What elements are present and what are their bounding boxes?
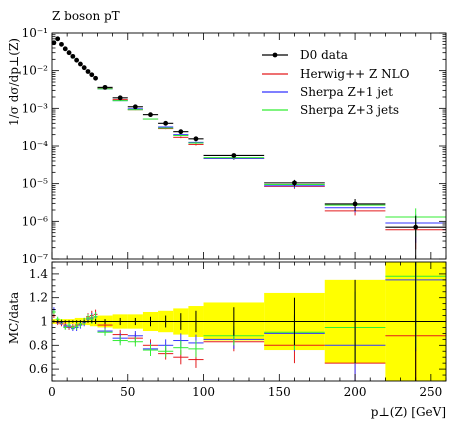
main-marker-d0 (102, 84, 108, 90)
ratio-plot-area (52, 262, 446, 381)
main-y-tick-label: 10⁻⁷ (22, 252, 49, 266)
main-marker-d0 (117, 95, 123, 101)
main-marker-d0 (163, 120, 169, 126)
main-y-tick-label: 10⁻³ (22, 101, 49, 115)
main-marker-d0 (193, 136, 199, 142)
main-marker-d0 (62, 46, 68, 52)
main-marker-d0 (352, 201, 358, 207)
main-marker-d0 (55, 36, 61, 42)
main-marker-d0 (85, 69, 91, 74)
legend-label-herwig: Herwig++ Z NLO (300, 67, 410, 81)
ratio-y-axis-label: MC/data (7, 292, 21, 344)
main-y-tick-label: 10⁻⁵ (22, 177, 49, 191)
main-y-tick-label: 10⁻⁴ (22, 139, 49, 153)
main-y-tick-label: 10⁻¹ (22, 26, 48, 40)
legend: D0 data Herwig++ Z NLO Sherpa Z+1 jet Sh… (262, 48, 410, 117)
x-tick-label: 150 (268, 385, 291, 399)
main-marker-d0 (59, 41, 64, 47)
main-marker-d0 (81, 65, 87, 71)
main-marker-d0 (231, 153, 237, 158)
main-marker-d0 (93, 75, 98, 81)
main-marker-d0 (292, 180, 297, 186)
main-marker-d0 (66, 50, 72, 56)
x-axis-label: p⊥(Z) [GeV] (371, 405, 446, 419)
x-tick-label: 250 (419, 385, 442, 399)
legend-label-sherpa3: Sherpa Z+3 jets (300, 103, 399, 117)
ratio-y-tick-label: 0.6 (29, 362, 48, 376)
x-tick-label: 100 (192, 385, 215, 399)
main-marker-d0 (78, 61, 83, 67)
legend-marker-d0 (272, 52, 278, 58)
chart-title: Z boson pT (52, 9, 120, 23)
x-tick-label: 200 (344, 385, 367, 399)
main-marker-d0 (132, 104, 138, 110)
main-marker-d0 (89, 72, 95, 78)
legend-label-sherpa1: Sherpa Z+1 jet (300, 85, 393, 99)
ratio-y-tick-label: 1 (40, 315, 48, 329)
main-marker-d0 (70, 53, 76, 59)
x-tick-label: 50 (120, 385, 135, 399)
main-marker-d0 (148, 112, 153, 118)
x-tick-label: 0 (48, 385, 56, 399)
main-marker-d0 (74, 57, 80, 63)
main-y-tick-label: 10⁻² (22, 64, 49, 78)
main-marker-d0 (413, 224, 419, 230)
ratio-y-tick-label: 1.4 (29, 267, 48, 281)
main-plot-area (51, 36, 446, 259)
axes: 0 50 100 150 200 250 10⁻⁷ 10⁻⁶ 10⁻⁵ 10⁻⁴ 10⁻³ 10⁻² 1… (22, 26, 447, 399)
ratio-y-tick-label: 1.2 (29, 291, 48, 305)
ratio-y-tick-label: 0.8 (29, 338, 48, 352)
main-y-tick-label: 10⁻⁶ (22, 214, 49, 228)
main-marker-d0 (178, 129, 184, 135)
main-y-axis-label: 1/σ dσ/dp⊥(Z) (7, 38, 21, 126)
legend-label-d0: D0 data (300, 48, 348, 62)
